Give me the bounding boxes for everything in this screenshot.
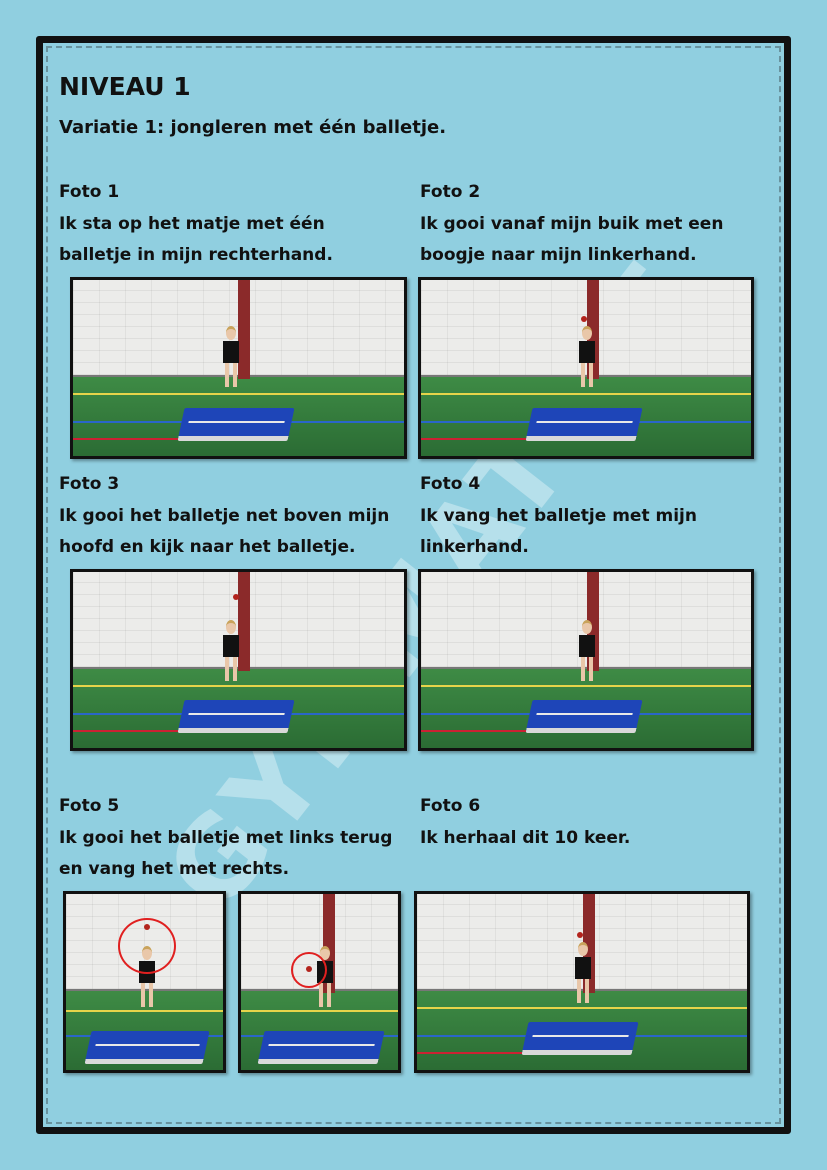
- foto-3-caption: Ik gooi het balletje net boven mijn hoof…: [59, 501, 409, 563]
- caption-line: Ik gooi vanaf mijn buik met een: [420, 214, 724, 234]
- foto-6-heading: Foto 6: [420, 796, 481, 816]
- foto-4-caption: Ik vang het balletje met mijn linkerhand…: [420, 501, 770, 563]
- foto-4-heading: Foto 4: [420, 474, 481, 494]
- foto-1-caption: Ik sta op het matje met één balletje in …: [59, 209, 409, 271]
- foto-6-caption: Ik herhaal dit 10 keer.: [420, 823, 770, 854]
- foto-3-heading: Foto 3: [59, 474, 120, 494]
- photo-5b: [238, 891, 401, 1073]
- caption-line: Ik herhaal dit 10 keer.: [420, 828, 631, 848]
- photo-5a: [63, 891, 226, 1073]
- page-border: [36, 36, 791, 1134]
- foto-2-heading: Foto 2: [420, 182, 481, 202]
- caption-line: en vang het met rechts.: [59, 859, 290, 879]
- photo-4: [418, 569, 754, 751]
- caption-line: linkerhand.: [420, 537, 529, 557]
- photo-1: [70, 277, 407, 459]
- caption-line: Ik sta op het matje met één: [59, 214, 325, 234]
- photo-2: [418, 277, 754, 459]
- page-title: NIVEAU 1: [59, 72, 191, 101]
- caption-line: boogje naar mijn linkerhand.: [420, 245, 697, 265]
- page-subtitle: Variatie 1: jongleren met één balletje.: [59, 117, 447, 138]
- caption-line: balletje in mijn rechterhand.: [59, 245, 333, 265]
- foto-5-heading: Foto 5: [59, 796, 120, 816]
- foto-1-heading: Foto 1: [59, 182, 120, 202]
- photo-3: [70, 569, 407, 751]
- highlight-circle: [118, 918, 176, 974]
- foto-2-caption: Ik gooi vanaf mijn buik met een boogje n…: [420, 209, 770, 271]
- photo-6: [414, 891, 750, 1073]
- foto-5-caption: Ik gooi het balletje met links terug en …: [59, 823, 409, 885]
- caption-line: hoofd en kijk naar het balletje.: [59, 537, 356, 557]
- caption-line: Ik gooi het balletje net boven mijn: [59, 506, 390, 526]
- caption-line: Ik gooi het balletje met links terug: [59, 828, 393, 848]
- caption-line: Ik vang het balletje met mijn: [420, 506, 697, 526]
- highlight-circle: [291, 952, 327, 988]
